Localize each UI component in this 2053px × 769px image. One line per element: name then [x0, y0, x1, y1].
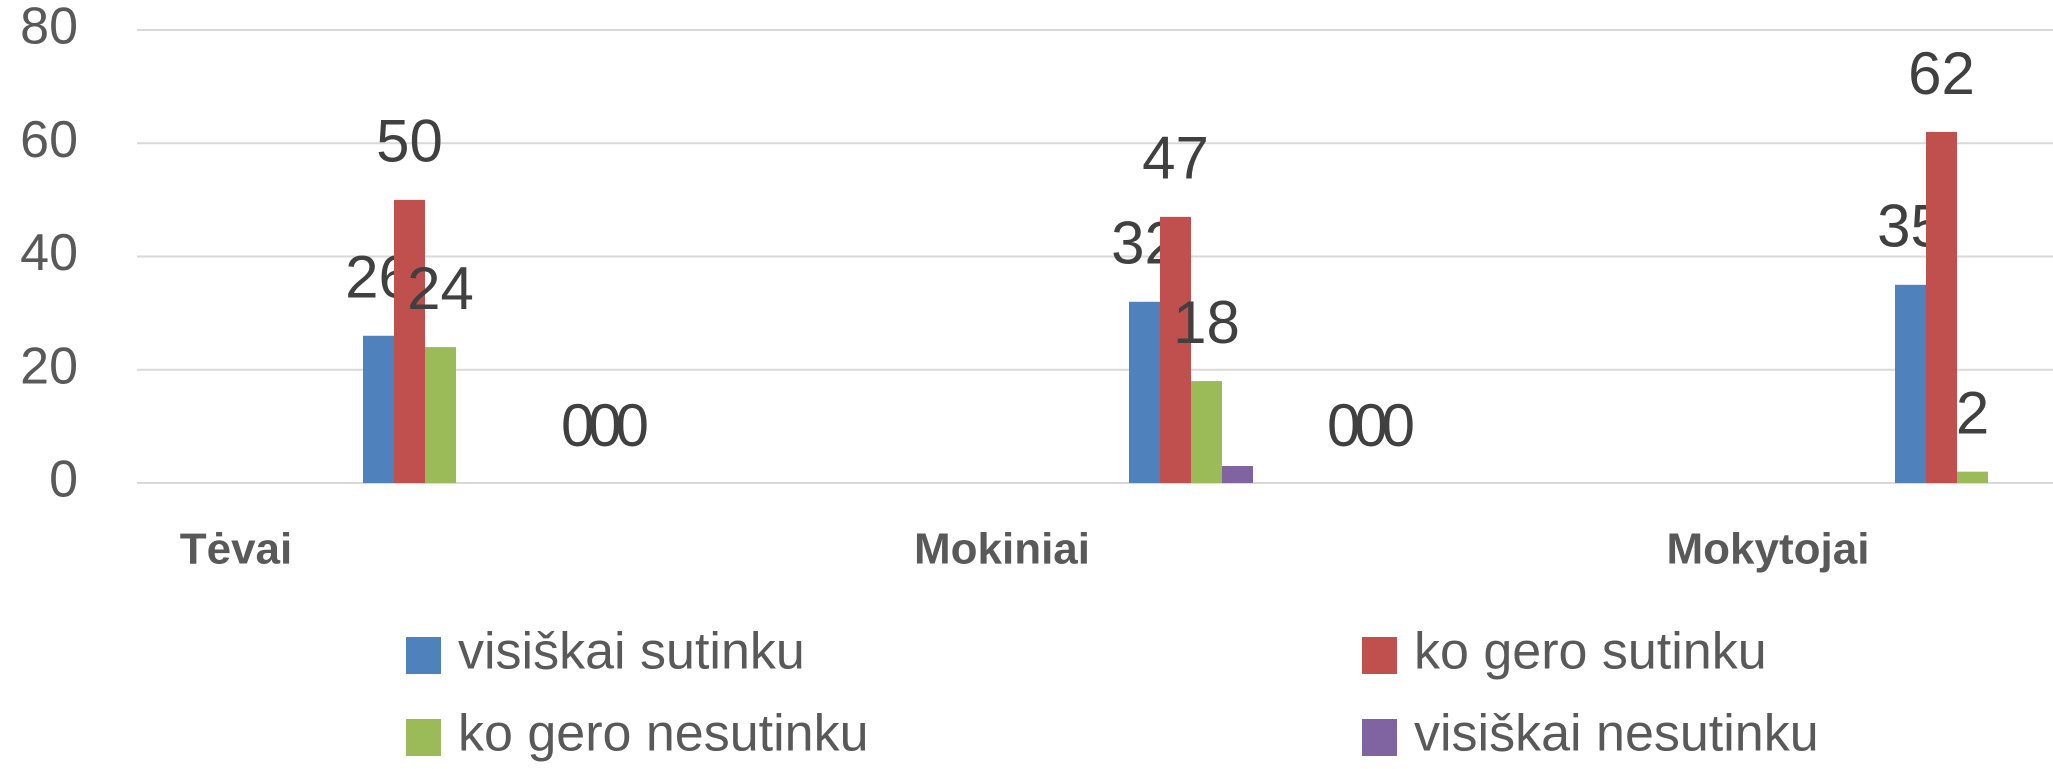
y-tick-label: 40 [20, 224, 78, 282]
bar [363, 335, 394, 483]
bar [1926, 131, 1957, 484]
y-tick-label: 0 [49, 451, 78, 509]
data-label: 24 [407, 255, 474, 322]
bar [1129, 301, 1160, 483]
bar [425, 347, 456, 483]
legend-swatch [406, 719, 441, 756]
x-tick-label: Mokytojai [1667, 525, 1870, 574]
x-tick-label: Mokiniai [914, 525, 1090, 574]
bar [1191, 381, 1222, 483]
bar [1160, 216, 1191, 484]
legend-label: ko gero sutinku [1414, 623, 1767, 681]
y-tick-label: 60 [20, 111, 78, 169]
legend-swatch [406, 637, 441, 674]
annotation: 000 [1327, 392, 1414, 459]
bar [394, 199, 425, 483]
legend-swatch [1362, 719, 1397, 756]
legend-label: ko gero nesutinku [458, 705, 869, 763]
legend-swatch [1362, 637, 1397, 674]
data-label: 62 [1908, 40, 1975, 107]
data-label: 50 [376, 108, 443, 175]
y-tick-label: 80 [20, 0, 78, 56]
y-tick-label: 20 [20, 337, 78, 395]
data-label: 2 [1956, 380, 1989, 447]
legend-label: visiškai nesutinku [1414, 705, 1819, 763]
x-tick-label: Tėvai [180, 525, 293, 574]
data-label: 18 [1173, 289, 1240, 356]
bar [1957, 471, 1988, 483]
bar [1222, 466, 1253, 483]
legend-label: visiškai sutinku [458, 623, 805, 681]
bar [1895, 284, 1926, 483]
data-label: 47 [1142, 125, 1209, 192]
annotation: 000 [561, 392, 648, 459]
